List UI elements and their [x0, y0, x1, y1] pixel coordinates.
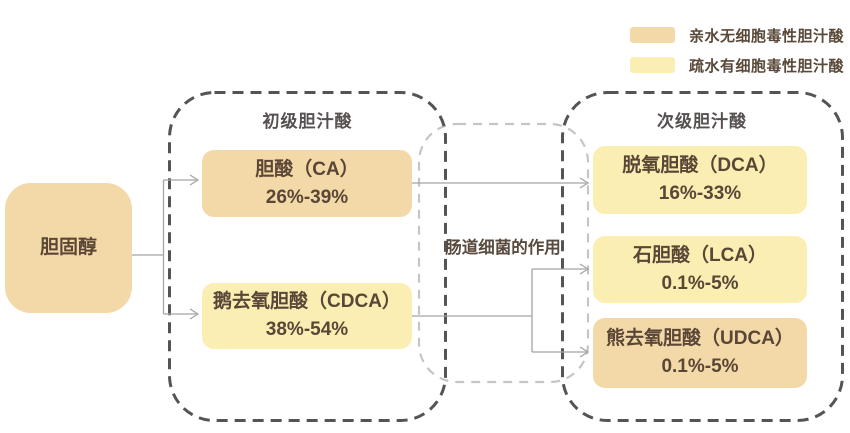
connector-cholesterol-branch [132, 174, 200, 320]
node-cdca: 鹅去氧胆酸（CDCA） 38%-54% [202, 283, 412, 349]
node-lca-range: 0.1%-5% [661, 272, 739, 294]
legend-item-hydrophilic: 亲水无细胞毒性胆汁酸 [630, 26, 845, 45]
node-lca-name: 石胆酸（LCA） [632, 244, 768, 266]
primary-group-title: 初级胆汁酸 [262, 112, 353, 131]
arrowhead-to-udca [579, 346, 590, 358]
node-cdca-name: 鹅去氧胆酸（CDCA） [213, 291, 401, 313]
node-ca-range: 26%-39% [265, 186, 349, 208]
legend-label-hydrophobic: 疏水有细胞毒性胆汁酸 [689, 57, 845, 75]
legend: 亲水无细胞毒性胆汁酸 疏水有细胞毒性胆汁酸 [630, 26, 844, 86]
primary-dashed-box [168, 91, 447, 422]
process-label: 肠道细菌的作用 [445, 239, 561, 257]
arrowhead-to-lca [579, 263, 590, 275]
legend-swatch-hydrophilic-icon [630, 27, 675, 43]
legend-item-hydrophobic: 疏水有细胞毒性胆汁酸 [630, 56, 845, 75]
node-lca: 石胆酸（LCA） 0.1%-5% [593, 236, 807, 303]
node-cholesterol-label: 胆固醇 [39, 237, 97, 259]
arrowhead-to-cdca [189, 308, 200, 320]
legend-label-hydrophilic: 亲水无细胞毒性胆汁酸 [689, 27, 845, 45]
node-cholesterol: 胆固醇 [5, 183, 132, 313]
node-udca: 熊去氧胆酸（UDCA） 0.1%-5% [593, 318, 807, 388]
node-dca: 脱氧胆酸（DCA） 16%-33% [593, 146, 807, 214]
node-dca-range: 16%-33% [658, 183, 742, 204]
node-dca-name: 脱氧胆酸（DCA） [622, 155, 778, 177]
arrowhead-to-dca [579, 177, 590, 189]
arrowhead-to-ca [189, 174, 200, 186]
node-udca-range: 0.1%-5% [661, 356, 739, 377]
node-udca-name: 熊去氧胆酸（UDCA） [606, 328, 794, 350]
node-ca: 胆酸（CA） 26%-39% [202, 150, 412, 217]
connector-cdca-branch [412, 263, 590, 358]
connector-ca-dca [412, 177, 590, 189]
node-ca-name: 胆酸（CA） [255, 158, 359, 180]
node-cdca-range: 38%-54% [265, 319, 349, 340]
legend-swatch-hydrophobic-icon [630, 57, 675, 73]
secondary-group-title: 次级胆汁酸 [657, 112, 747, 131]
